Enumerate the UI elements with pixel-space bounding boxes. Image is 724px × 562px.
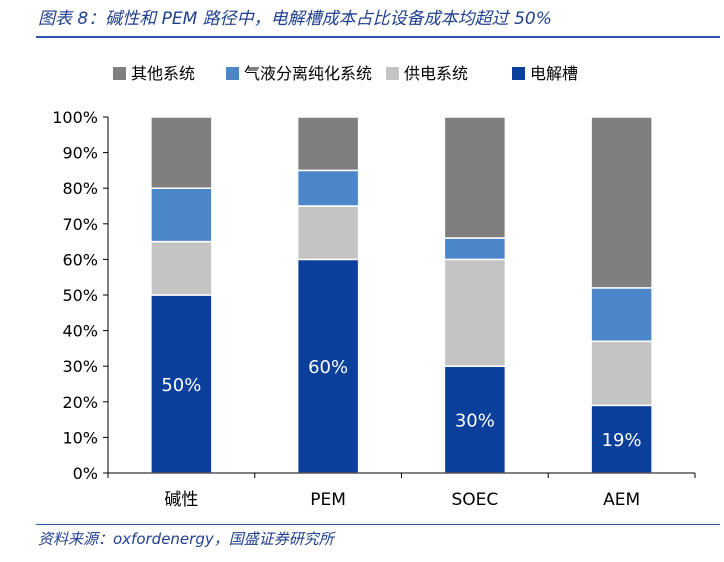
legend-label: 供电系统 [404, 64, 468, 83]
bar-segment [590, 404, 653, 474]
chart-title: 图表 8：碱性和 PEM 路径中，电解槽成本占比设备成本均超过 50% [38, 9, 552, 29]
y-tick-label: 80% [62, 179, 98, 198]
data-label: 19% [602, 430, 642, 451]
bar-segment [443, 258, 507, 367]
y-tick-label: 60% [62, 250, 98, 269]
bar-segment [150, 116, 213, 189]
data-label: 30% [455, 411, 495, 432]
legend-swatch [386, 67, 399, 80]
legend-swatch [512, 67, 525, 80]
y-tick-label: 20% [62, 393, 98, 412]
legend: 其他系统 气液分离纯化系统 供电系统 电解槽 [113, 64, 578, 83]
y-tick-label: 50% [62, 286, 98, 305]
bar-segment [150, 187, 213, 243]
bar-segment [590, 340, 653, 407]
y-tick-label: 0% [73, 464, 98, 483]
y-tick-label: 100% [52, 108, 98, 127]
y-tick-label: 90% [62, 144, 98, 163]
bar-segment [150, 240, 213, 296]
data-label: 50% [161, 375, 201, 396]
x-category-label: AEM [603, 490, 640, 510]
x-category-label: PEM [310, 490, 346, 510]
legend-label: 气液分离纯化系统 [244, 64, 372, 83]
title-rule [36, 36, 720, 38]
legend-label: 其他系统 [131, 64, 195, 83]
x-category-label: SOEC [451, 490, 498, 510]
bar-segment [150, 294, 213, 474]
bar-segment [443, 365, 507, 474]
x-category-label: 碱性 [164, 490, 198, 510]
y-tick-label: 10% [62, 428, 98, 447]
y-tick-label: 70% [62, 215, 98, 234]
bar-segment [296, 116, 360, 172]
y-tick-label: 40% [62, 322, 98, 341]
bar-segment [296, 169, 360, 207]
source-rule [36, 524, 720, 525]
bars: 50% 60% 30% 19% [150, 116, 653, 474]
y-tick-label: 30% [62, 357, 98, 376]
bar-segment [443, 237, 507, 261]
bar-segment [296, 258, 360, 474]
bar-segment [590, 116, 653, 289]
bar-segment [296, 205, 360, 261]
legend-label: 电解槽 [530, 64, 578, 83]
y-axis: 0% 10% 20% 30% 40% 50% 60% 70% 80% 90% 100% [52, 108, 109, 483]
legend-swatch [113, 67, 126, 80]
bar-segment [443, 116, 507, 239]
data-label: 60% [308, 357, 348, 378]
bar-segment [590, 287, 653, 343]
source-note: 资料来源：oxfordenergy，国盛证券研究所 [38, 530, 334, 548]
legend-swatch [226, 67, 239, 80]
x-axis: 碱性 PEM SOEC AEM [107, 472, 696, 510]
